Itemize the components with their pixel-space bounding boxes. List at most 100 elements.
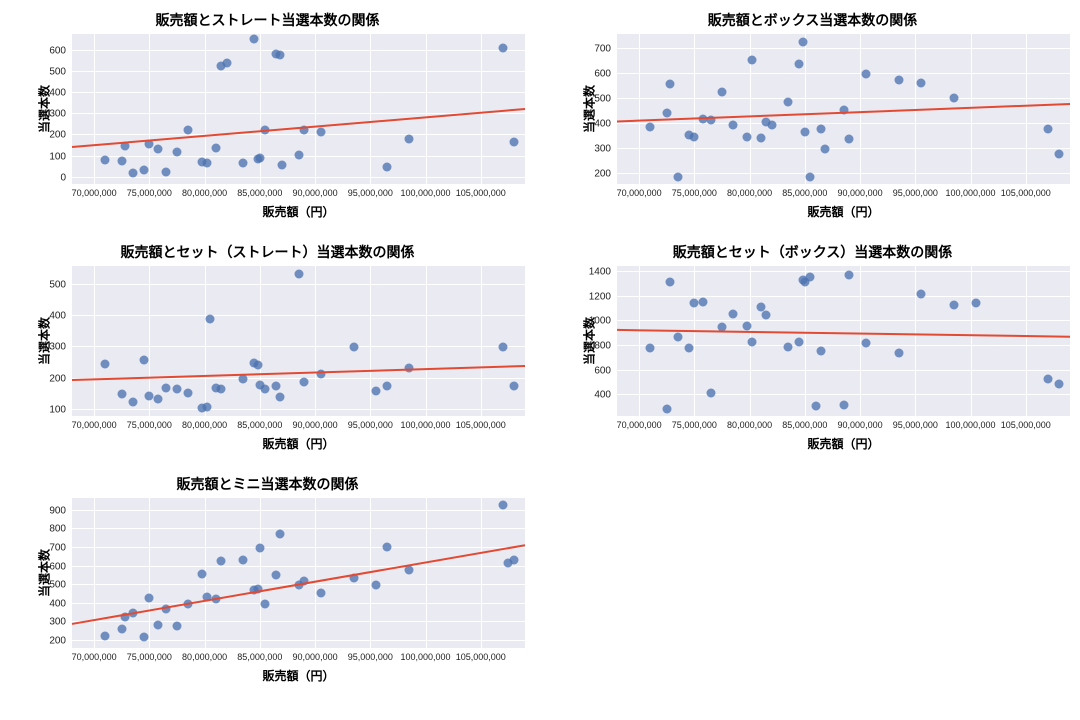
ytick-label: 1200 [589,291,617,302]
y-axis-label: 当選本数 [581,317,598,365]
y-axis-label: 当選本数 [36,549,53,597]
xtick-label: 70,000,000 [72,184,117,198]
ytick-label: 300 [49,617,72,628]
chart-title: 販売額とボックス当選本数の関係 [555,10,1070,30]
x-axis-label: 販売額（円） [72,435,525,452]
ytick-label: 300 [49,109,72,120]
ytick-label: 100 [49,151,72,162]
xtick-label: 80,000,000 [727,416,772,430]
trend-line [617,266,1070,416]
xtick-label: 105,000,000 [1001,416,1051,430]
plot-area: 20030040050060070070,000,00075,000,00080… [617,34,1070,184]
ytick-label: 800 [49,524,72,535]
xtick-label: 95,000,000 [893,416,938,430]
plot-wrap: 10020030040050070,000,00075,000,00080,00… [72,266,525,416]
y-axis-label: 当選本数 [36,85,53,133]
xtick-label: 90,000,000 [293,648,338,662]
xtick-label: 80,000,000 [727,184,772,198]
plot-area: 010020030040050060070,000,00075,000,0008… [72,34,525,184]
ytick-label: 100 [49,404,72,415]
ytick-label: 400 [594,119,617,130]
ytick-label: 300 [49,342,72,353]
xtick-label: 70,000,000 [617,416,662,430]
ytick-label: 500 [49,67,72,78]
ytick-label: 600 [594,365,617,376]
chart-panel-4: 販売額とミニ当選本数の関係20030040050060070080090070,… [10,474,525,686]
xtick-label: 95,000,000 [348,416,393,430]
y-axis-label: 当選本数 [581,85,598,133]
ytick-label: 400 [49,311,72,322]
xtick-label: 85,000,000 [237,184,282,198]
trend-line [72,498,525,648]
ytick-label: 200 [49,635,72,646]
ytick-label: 1400 [589,267,617,278]
chart-panel-0: 販売額とストレート当選本数の関係010020030040050060070,00… [10,10,525,222]
xtick-label: 75,000,000 [672,416,717,430]
xtick-label: 80,000,000 [182,648,227,662]
plot-area: 10020030040050070,000,00075,000,00080,00… [72,266,525,416]
ytick-label: 400 [49,598,72,609]
xtick-label: 105,000,000 [456,416,506,430]
chart-title: 販売額とストレート当選本数の関係 [10,10,525,30]
x-axis-label: 販売額（円） [72,203,525,220]
x-axis-label: 販売額（円） [617,435,1070,452]
chart-grid: 販売額とストレート当選本数の関係010020030040050060070,00… [10,10,1070,686]
x-axis-label: 販売額（円） [617,203,1070,220]
xtick-label: 85,000,000 [782,184,827,198]
trend-line [617,34,1070,184]
ytick-label: 600 [49,561,72,572]
y-axis-label: 当選本数 [36,317,53,365]
xtick-label: 100,000,000 [401,648,451,662]
plot-wrap: 20030040050060070080090070,000,00075,000… [72,498,525,648]
ytick-label: 600 [49,45,72,56]
xtick-label: 100,000,000 [946,184,996,198]
xtick-label: 85,000,000 [237,416,282,430]
xtick-label: 100,000,000 [946,416,996,430]
xtick-label: 90,000,000 [838,416,883,430]
xtick-label: 80,000,000 [182,184,227,198]
chart-title: 販売額とセット（ボックス）当選本数の関係 [555,242,1070,262]
ytick-label: 700 [594,44,617,55]
plot-area: 20030040050060070080090070,000,00075,000… [72,498,525,648]
plot-wrap: 40060080010001200140070,000,00075,000,00… [617,266,1070,416]
chart-panel-1: 販売額とボックス当選本数の関係20030040050060070070,000,… [555,10,1070,222]
xtick-label: 105,000,000 [456,648,506,662]
ytick-label: 200 [49,373,72,384]
plot-wrap: 010020030040050060070,000,00075,000,0008… [72,34,525,184]
ytick-label: 700 [49,543,72,554]
xtick-label: 70,000,000 [617,184,662,198]
ytick-label: 300 [594,144,617,155]
ytick-label: 200 [49,130,72,141]
ytick-label: 200 [594,169,617,180]
chart-title: 販売額とセット（ストレート）当選本数の関係 [10,242,525,262]
xtick-label: 90,000,000 [293,184,338,198]
plot-area: 40060080010001200140070,000,00075,000,00… [617,266,1070,416]
ytick-label: 400 [594,390,617,401]
xtick-label: 75,000,000 [127,648,172,662]
xtick-label: 100,000,000 [401,184,451,198]
ytick-label: 600 [594,69,617,80]
xtick-label: 85,000,000 [237,648,282,662]
xtick-label: 105,000,000 [1001,184,1051,198]
ytick-label: 900 [49,505,72,516]
trend-line [72,266,525,416]
ytick-label: 0 [60,172,72,183]
plot-wrap: 20030040050060070070,000,00075,000,00080… [617,34,1070,184]
chart-title: 販売額とミニ当選本数の関係 [10,474,525,494]
ytick-label: 400 [49,88,72,99]
xtick-label: 70,000,000 [72,648,117,662]
ytick-label: 500 [49,580,72,591]
xtick-label: 90,000,000 [293,416,338,430]
xtick-label: 100,000,000 [401,416,451,430]
trend-line [72,34,525,184]
xtick-label: 85,000,000 [782,416,827,430]
x-axis-label: 販売額（円） [72,667,525,684]
ytick-label: 800 [594,340,617,351]
xtick-label: 75,000,000 [127,184,172,198]
xtick-label: 80,000,000 [182,416,227,430]
xtick-label: 75,000,000 [672,184,717,198]
xtick-label: 95,000,000 [348,184,393,198]
ytick-label: 500 [594,94,617,105]
xtick-label: 95,000,000 [893,184,938,198]
chart-panel-2: 販売額とセット（ストレート）当選本数の関係 10020030040050070,0… [10,242,525,454]
